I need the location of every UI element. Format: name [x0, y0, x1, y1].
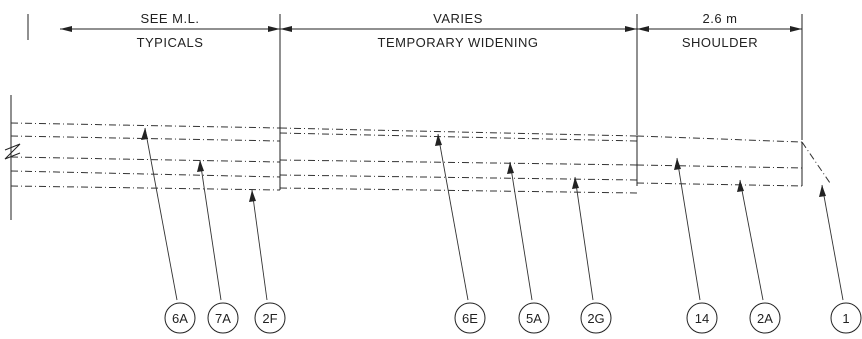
callout-5A: 5A [518, 302, 550, 334]
dimension-widening-top: VARIES [433, 11, 483, 26]
dimension-shoulder-top: 2.6 m [702, 11, 737, 26]
break-line [4, 95, 21, 220]
dimension-widening: VARIES TEMPORARY WIDENING [280, 11, 637, 50]
callout-label: 5A [526, 311, 542, 326]
callout-2G: 2G [580, 302, 612, 334]
dimension-typicals-top: SEE M.L. [141, 11, 200, 26]
callout-2A: 2A [749, 302, 781, 334]
shoulder-layers [636, 135, 831, 187]
dimension-typicals-bottom: TYPICALS [137, 35, 204, 50]
typicals-layers [10, 122, 281, 191]
callout-label: 7A [215, 311, 231, 326]
widening-layers [279, 122, 638, 194]
callout-7A: 7A [207, 302, 239, 334]
callout-label: 14 [695, 311, 709, 326]
callout-6E: 6E [454, 302, 486, 334]
callout-14: 14 [686, 302, 718, 334]
callout-6A: 6A [164, 302, 196, 334]
callout-label: 2F [262, 311, 277, 326]
callout-label: 6E [462, 311, 478, 326]
dimension-shoulder-bottom: SHOULDER [682, 35, 758, 50]
dimension-shoulder: 2.6 m SHOULDER [637, 11, 802, 50]
callout-label: 2A [757, 311, 773, 326]
dimension-typicals: SEE M.L. TYPICALS [60, 11, 280, 50]
callout-1: 1 [830, 302, 862, 334]
dimension-widening-bottom: TEMPORARY WIDENING [378, 35, 539, 50]
callout-label: 6A [172, 311, 188, 326]
callout-2F: 2F [254, 302, 286, 334]
leaders [141, 127, 844, 301]
callout-label: 2G [587, 311, 604, 326]
callout-label: 1 [842, 311, 849, 326]
